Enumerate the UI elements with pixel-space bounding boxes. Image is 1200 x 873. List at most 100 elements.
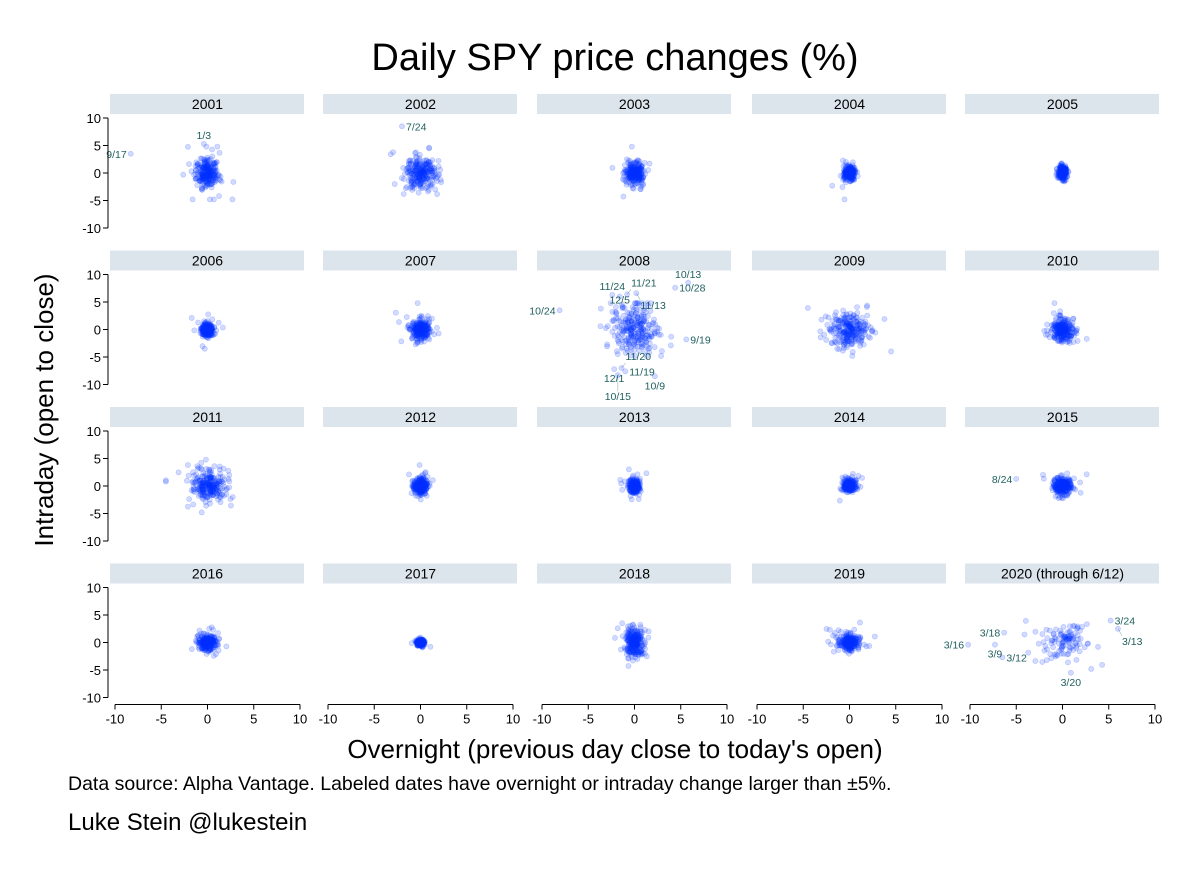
data-point (630, 177, 636, 184)
data-point (423, 175, 430, 182)
data-point (634, 170, 641, 177)
data-point (203, 177, 210, 184)
data-point (633, 166, 640, 173)
data-point (823, 626, 830, 632)
data-point (215, 172, 222, 178)
data-point (435, 330, 442, 337)
data-point (416, 151, 423, 158)
data-point (645, 167, 652, 174)
data-point (407, 175, 414, 182)
data-point (202, 164, 208, 170)
data-point (417, 171, 424, 178)
data-point (193, 159, 200, 166)
data-point (639, 174, 646, 181)
data-point (438, 179, 445, 186)
data-point (205, 173, 212, 179)
data-point (421, 167, 428, 173)
data-point (209, 181, 215, 187)
data-point (638, 164, 645, 170)
data-point (862, 318, 869, 325)
data-point (200, 172, 207, 178)
data-point (633, 171, 639, 178)
data-point (623, 179, 630, 186)
data-point (203, 178, 210, 185)
data-point (210, 177, 217, 184)
data-point (632, 169, 639, 176)
data-point (425, 176, 432, 183)
data-point (218, 178, 225, 185)
data-point (633, 159, 640, 166)
data-point (626, 171, 633, 178)
x-tick-label: -5 (582, 712, 594, 727)
data-point (392, 309, 399, 316)
data-point (621, 169, 628, 176)
point-label: 7/24 (406, 121, 427, 133)
data-point (204, 166, 211, 173)
data-point (620, 193, 627, 200)
data-point (1067, 335, 1074, 342)
data-point (411, 182, 417, 189)
data-point (417, 181, 423, 188)
data-point (1070, 316, 1077, 322)
data-point (638, 166, 645, 172)
data-point (872, 329, 879, 336)
data-point (629, 169, 636, 175)
data-point (416, 174, 423, 181)
data-point (636, 167, 643, 173)
data-point (404, 165, 411, 171)
data-point (406, 167, 413, 174)
data-point (854, 304, 860, 310)
data-point (426, 161, 433, 168)
data-point (633, 174, 639, 181)
data-point (422, 178, 429, 185)
y-tick-label: 10 (87, 111, 101, 126)
data-point (634, 172, 640, 178)
data-point (184, 503, 191, 510)
data-point (636, 167, 643, 174)
data-point (417, 161, 424, 168)
y-tick-label: 0 (94, 479, 101, 494)
labeled-point (200, 140, 207, 147)
data-point (604, 341, 611, 348)
data-point (408, 183, 415, 190)
data-point (632, 175, 639, 182)
data-point (411, 176, 418, 183)
data-point (636, 170, 643, 177)
data-point (640, 182, 646, 188)
data-point (416, 175, 423, 182)
data-point (196, 164, 203, 171)
data-point (637, 174, 644, 181)
data-point (229, 494, 236, 500)
data-point (649, 320, 656, 327)
data-point (211, 172, 218, 179)
data-point (428, 168, 435, 174)
data-point (407, 160, 414, 167)
data-point (631, 167, 638, 174)
data-point (425, 168, 432, 175)
data-point (434, 178, 440, 184)
data-point (220, 465, 227, 472)
data-point (188, 646, 195, 652)
point-label: 12/1 (604, 373, 625, 385)
data-point (629, 174, 636, 180)
data-point (840, 307, 847, 314)
data-point (211, 172, 217, 179)
data-point (410, 172, 416, 179)
data-point (398, 175, 405, 182)
data-point (632, 160, 639, 167)
data-point (210, 169, 216, 176)
data-point (215, 473, 222, 480)
data-point (205, 648, 212, 654)
data-point (202, 174, 208, 181)
data-point (202, 178, 209, 185)
data-point (425, 181, 431, 188)
panel-2012: 2012 (323, 407, 517, 503)
data-point (414, 164, 421, 171)
data-point (412, 149, 419, 156)
data-point (435, 172, 442, 178)
data-point (848, 169, 854, 175)
y-tick-label: -10 (82, 378, 101, 393)
data-point (421, 170, 428, 177)
data-point (404, 169, 411, 175)
data-point (630, 164, 637, 171)
